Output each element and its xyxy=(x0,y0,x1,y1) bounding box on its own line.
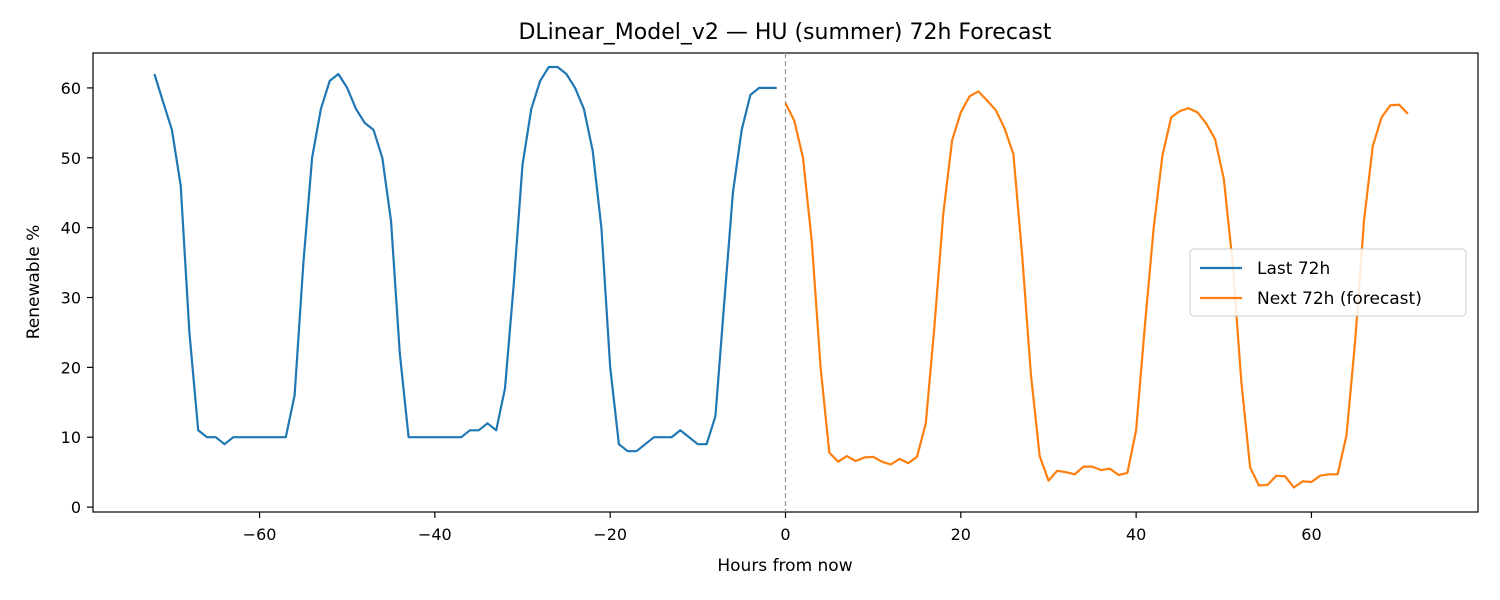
legend: Last 72h Next 72h (forecast) xyxy=(1189,248,1467,317)
y-tick-label: 50 xyxy=(61,149,81,168)
x-tick-label: −40 xyxy=(418,525,452,544)
legend-label: Last 72h xyxy=(1257,259,1330,279)
legend-label: Next 72h (forecast) xyxy=(1257,289,1422,309)
x-tick-label: −60 xyxy=(243,525,277,544)
legend-box xyxy=(1189,248,1467,317)
y-tick-label: 30 xyxy=(61,289,81,308)
y-tick-label: 10 xyxy=(61,428,81,447)
y-tick-label: 60 xyxy=(61,79,81,98)
x-tick-label: −20 xyxy=(593,525,627,544)
plot-area: −60 −40 −20 0 20 40 60 0 10 20 30 40 50 60 Last 72h Nex… xyxy=(61,52,1479,544)
x-tick-label: 60 xyxy=(1301,525,1321,544)
x-tick-label: 20 xyxy=(951,525,971,544)
x-tick-label: 0 xyxy=(780,525,790,544)
y-tick-label: 0 xyxy=(71,498,81,517)
x-axis-label: Hours from now xyxy=(717,556,852,576)
y-tick-label: 20 xyxy=(61,358,81,377)
y-tick-label: 40 xyxy=(61,219,81,238)
x-tick-label: 40 xyxy=(1126,525,1146,544)
y-axis-label: Renewable % xyxy=(24,225,44,340)
series-line-forecast xyxy=(784,90,1409,489)
chart-title: DLinear_Model_v2 — HU (summer) 72h Forec… xyxy=(518,20,1051,45)
series-line-last-72h xyxy=(153,65,777,453)
